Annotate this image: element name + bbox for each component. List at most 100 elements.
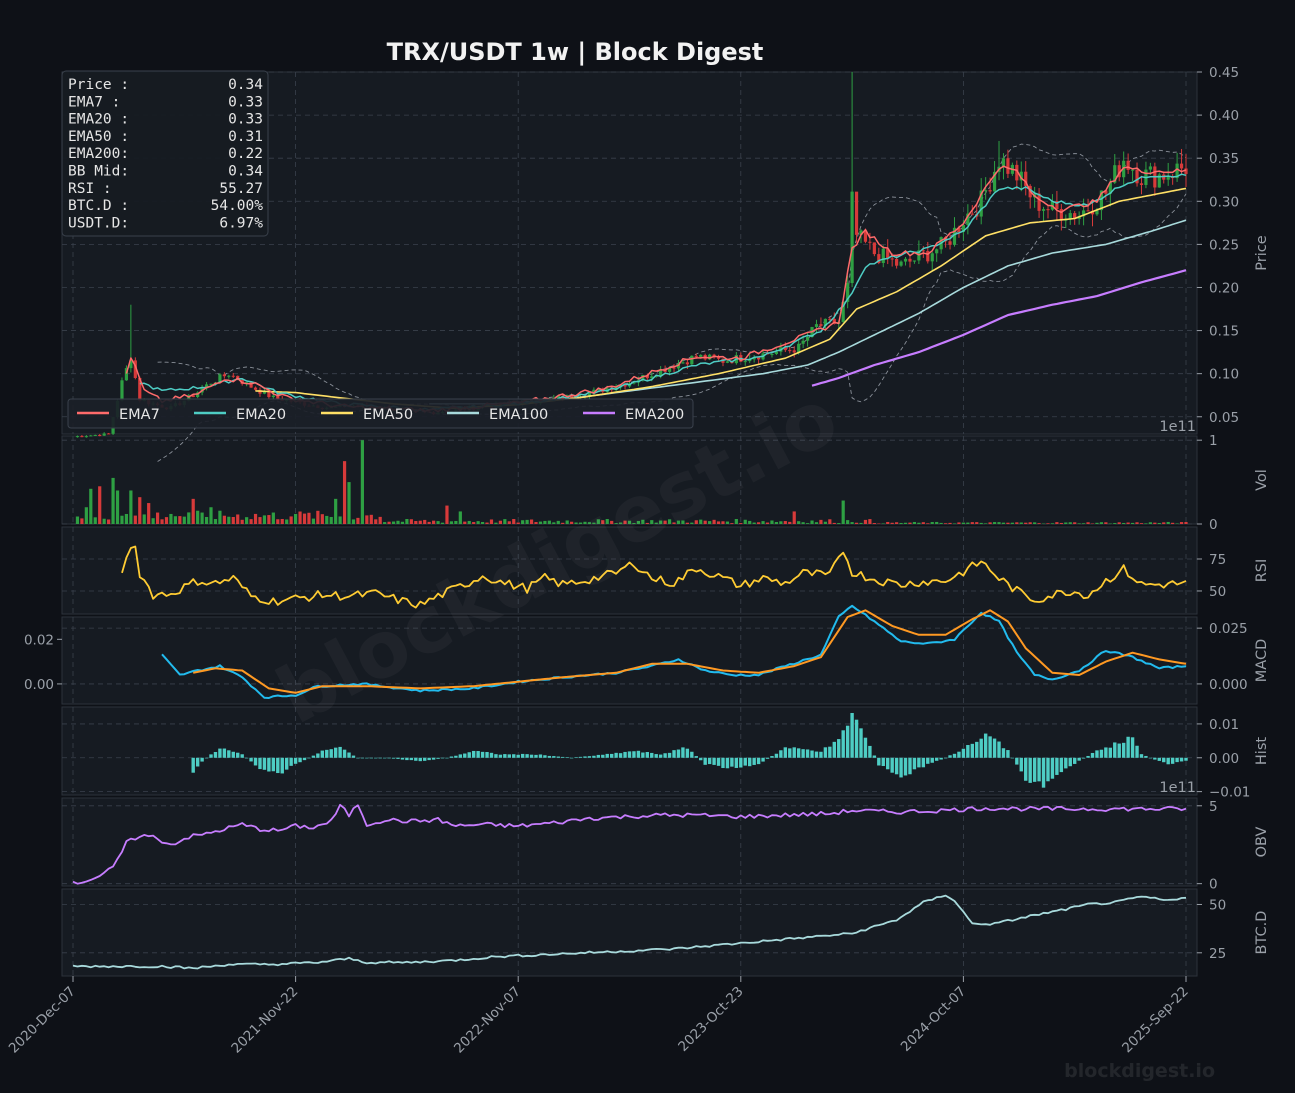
- histogram-bar: [1059, 757, 1064, 773]
- histogram-bar: [543, 755, 547, 758]
- histogram-bar: [1130, 737, 1135, 758]
- histogram-bar: [765, 757, 770, 759]
- volume-bar: [1086, 522, 1090, 524]
- candle-body: [970, 213, 974, 215]
- y-tick-label: 0.20: [1209, 280, 1239, 296]
- histogram-bar: [774, 753, 779, 758]
- volume-bar: [436, 521, 440, 524]
- candle-body: [556, 396, 560, 398]
- histogram-bar: [227, 750, 231, 758]
- candle-body: [1113, 165, 1117, 183]
- histogram-bar: [200, 757, 204, 762]
- volume-bar: [191, 498, 195, 524]
- histogram-bar: [863, 737, 868, 758]
- volume-bar: [1099, 522, 1104, 524]
- volume-bar: [151, 518, 155, 524]
- histogram-bar: [320, 750, 325, 758]
- histogram-bar: [997, 741, 1001, 758]
- bb-lower: [157, 193, 1187, 462]
- volume-bar: [716, 521, 721, 524]
- volume-bar: [400, 521, 405, 524]
- volume-bar: [507, 521, 511, 524]
- volume-bar: [752, 522, 756, 524]
- histogram-bar: [405, 757, 409, 761]
- volume-bar: [1175, 523, 1179, 524]
- histogram-bar: [240, 754, 244, 758]
- volume-bar: [890, 522, 894, 524]
- histogram-bar: [547, 755, 552, 758]
- candle-body: [992, 171, 997, 192]
- histogram-bar: [939, 757, 943, 760]
- info-label: BTC.D :: [68, 198, 129, 214]
- histogram-bar: [347, 752, 351, 758]
- histogram-bar: [854, 719, 859, 758]
- volume-bar: [832, 522, 836, 524]
- volume-bar: [360, 440, 364, 524]
- btcd-panel: [61, 888, 1198, 977]
- volume-bar: [1019, 522, 1023, 524]
- volume-bar: [899, 522, 903, 524]
- volume-bar: [329, 516, 333, 524]
- histogram-bar: [743, 757, 747, 766]
- histogram-bar: [636, 750, 641, 758]
- histogram-bar: [213, 751, 218, 758]
- candle-body: [1179, 163, 1184, 169]
- volume-bar: [1179, 522, 1184, 524]
- histogram-bar: [284, 757, 289, 770]
- rsi-line: [121, 545, 1187, 609]
- volume-bar: [667, 519, 672, 524]
- histogram-bar: [262, 757, 267, 770]
- legend-label: EMA200: [625, 407, 684, 423]
- volume-bar: [632, 523, 636, 524]
- candle-body: [912, 260, 917, 262]
- candle-body: [984, 190, 988, 192]
- histogram-bar: [289, 757, 293, 766]
- histogram-bar: [1028, 757, 1032, 783]
- volume-bar: [699, 519, 703, 524]
- volume-bar: [289, 516, 293, 524]
- obv-axis-label: OBV: [1254, 827, 1270, 858]
- histogram-bar: [569, 757, 574, 759]
- volume-bar: [930, 522, 934, 524]
- btcd-axis-label: BTC.D: [1254, 911, 1270, 955]
- histogram-bar: [845, 725, 850, 758]
- y-tick-label: 0.45: [1209, 65, 1239, 81]
- volume-bar: [614, 523, 618, 524]
- histogram-bar: [1077, 757, 1081, 761]
- candle-body: [592, 389, 596, 393]
- volume-bar: [285, 519, 289, 524]
- histogram-bar: [1170, 757, 1175, 764]
- volume-bar: [1073, 522, 1077, 524]
- volume-bar: [552, 522, 556, 524]
- histogram-bar: [191, 757, 195, 773]
- candle-body: [699, 354, 703, 357]
- histogram-bar: [632, 751, 636, 758]
- volume-bar: [917, 522, 921, 524]
- histogram-bar: [360, 757, 365, 759]
- histogram-bar: [351, 755, 356, 758]
- histogram-bar: [1024, 757, 1028, 781]
- histogram-bar: [1037, 757, 1041, 782]
- volume-bar: [672, 522, 676, 524]
- legend-label: EMA100: [489, 407, 548, 423]
- volume-bar: [1024, 522, 1028, 524]
- candle-body: [80, 436, 84, 438]
- volume-bar: [476, 521, 480, 524]
- info-value: 54.00%: [211, 198, 264, 214]
- chart-title: TRX/USDT 1w | Block Digest: [387, 38, 764, 66]
- candle-body: [805, 337, 810, 341]
- volume-bar: [610, 520, 614, 524]
- volume-bar: [378, 516, 382, 524]
- histogram-bar: [748, 757, 752, 767]
- histogram-bar: [1179, 757, 1184, 762]
- volume-bar: [271, 512, 275, 524]
- candle-body: [1046, 209, 1050, 211]
- hist-panel: [61, 706, 1198, 796]
- histogram-bar: [414, 757, 418, 761]
- volume-bar: [676, 520, 681, 524]
- hist-scale-label: 1e11: [1159, 780, 1196, 796]
- volume-bar: [774, 522, 779, 524]
- candle-body: [854, 191, 859, 235]
- histogram-bar: [841, 730, 845, 758]
- obv-line: [72, 803, 1187, 885]
